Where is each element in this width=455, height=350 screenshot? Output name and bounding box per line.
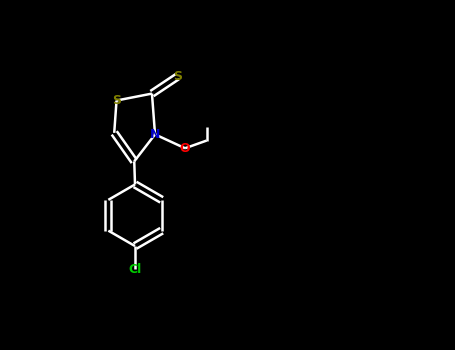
Text: O: O xyxy=(180,142,190,155)
Text: Cl: Cl xyxy=(128,262,142,276)
Text: S: S xyxy=(173,70,182,83)
Text: N: N xyxy=(150,128,160,141)
Text: S: S xyxy=(112,94,121,107)
